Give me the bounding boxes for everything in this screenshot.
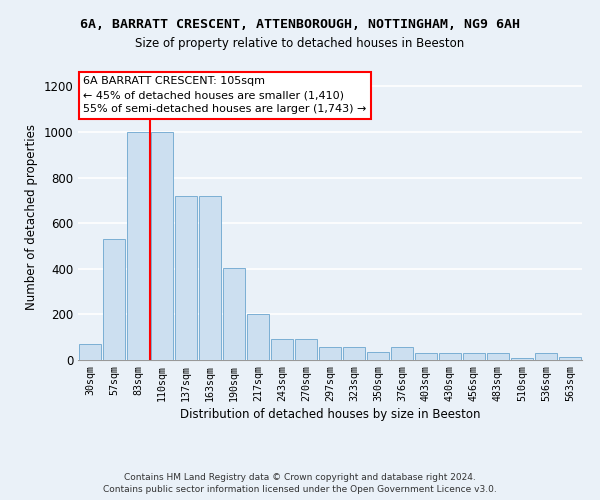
Text: 6A, BARRATT CRESCENT, ATTENBOROUGH, NOTTINGHAM, NG9 6AH: 6A, BARRATT CRESCENT, ATTENBOROUGH, NOTT… xyxy=(80,18,520,30)
Text: Size of property relative to detached houses in Beeston: Size of property relative to detached ho… xyxy=(136,38,464,51)
Bar xyxy=(391,348,413,360)
Bar xyxy=(103,239,125,360)
Bar xyxy=(463,353,485,360)
Bar xyxy=(439,353,461,360)
Bar xyxy=(367,352,389,360)
Bar xyxy=(151,132,173,360)
Bar xyxy=(559,356,581,360)
Bar xyxy=(487,353,509,360)
Bar xyxy=(199,196,221,360)
Bar xyxy=(175,196,197,360)
Text: Contains HM Land Registry data © Crown copyright and database right 2024.: Contains HM Land Registry data © Crown c… xyxy=(124,472,476,482)
Bar xyxy=(79,344,101,360)
Bar xyxy=(319,348,341,360)
Bar xyxy=(247,314,269,360)
Bar xyxy=(535,353,557,360)
Text: Contains public sector information licensed under the Open Government Licence v3: Contains public sector information licen… xyxy=(103,485,497,494)
Bar xyxy=(415,353,437,360)
Text: 6A BARRATT CRESCENT: 105sqm
← 45% of detached houses are smaller (1,410)
55% of : 6A BARRATT CRESCENT: 105sqm ← 45% of det… xyxy=(83,76,367,114)
Bar xyxy=(271,340,293,360)
Bar xyxy=(127,132,149,360)
Bar xyxy=(511,358,533,360)
Bar xyxy=(343,348,365,360)
Y-axis label: Number of detached properties: Number of detached properties xyxy=(25,124,38,310)
Bar xyxy=(223,268,245,360)
X-axis label: Distribution of detached houses by size in Beeston: Distribution of detached houses by size … xyxy=(180,408,480,421)
Bar xyxy=(295,340,317,360)
